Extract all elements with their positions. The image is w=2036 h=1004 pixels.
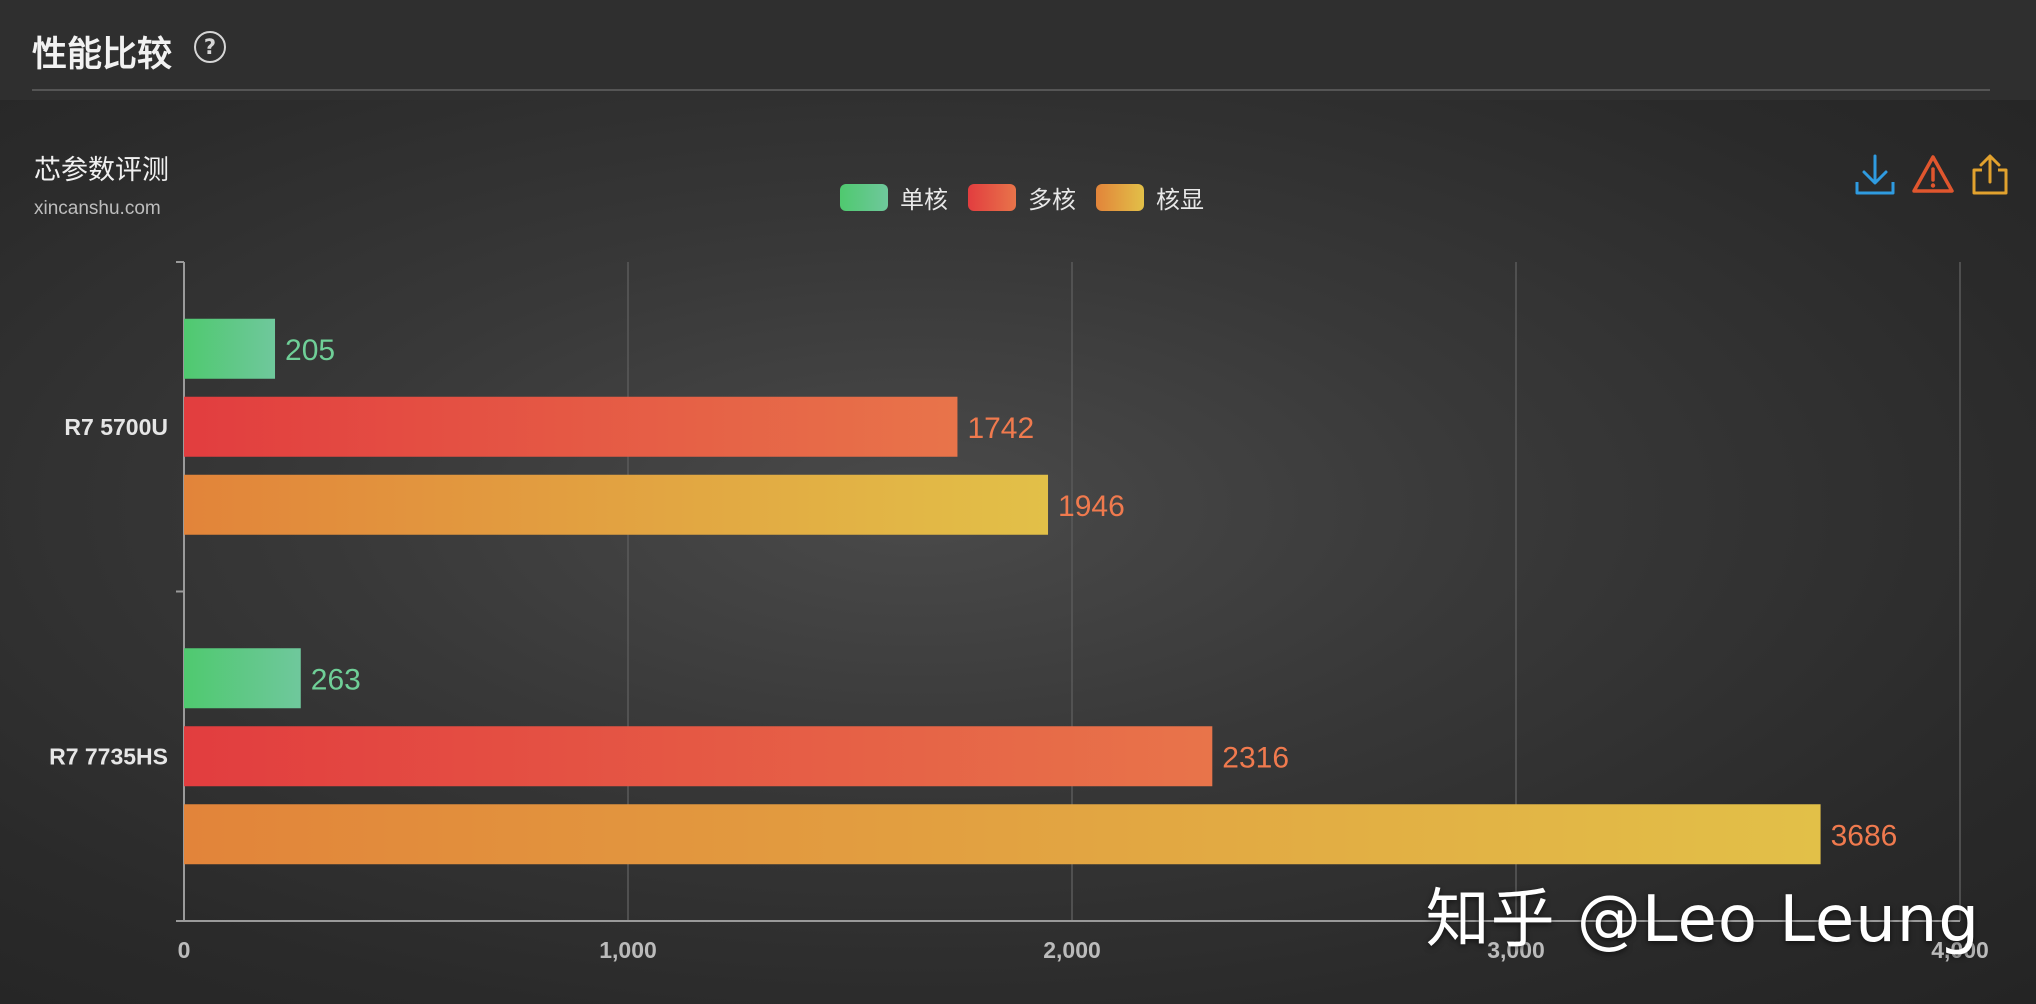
question-circle-icon[interactable]: ? — [194, 31, 226, 63]
legend-item-igpu[interactable]: 核显 — [1096, 180, 1204, 215]
legend-item-single-core[interactable]: 单核 — [840, 180, 948, 215]
data-label: 1742 — [967, 412, 1034, 445]
brand-name: 芯参数评测 — [34, 155, 169, 186]
x-tick-label: 0 — [178, 937, 191, 963]
page-title: 性能比较 — [32, 35, 173, 75]
chart-legend: 单核 多核 核显 — [840, 180, 1224, 215]
x-tick-label: 4,000 — [1931, 937, 1989, 963]
download-icon[interactable] — [1852, 152, 1898, 198]
data-label: 205 — [285, 334, 335, 367]
legend-swatch-single-core — [840, 184, 888, 211]
data-label: 1946 — [1058, 490, 1125, 523]
data-label: 2316 — [1222, 741, 1289, 774]
card-header: 性能比较 ? — [0, 0, 2036, 100]
legend-label-igpu: 核显 — [1156, 186, 1204, 214]
bar[interactable] — [184, 804, 1821, 865]
legend-label-multi-core: 多核 — [1028, 186, 1076, 214]
legend-item-multi-core[interactable]: 多核 — [968, 180, 1076, 215]
bar[interactable] — [184, 318, 276, 379]
bar[interactable] — [184, 648, 301, 709]
legend-label-single-core: 单核 — [900, 186, 948, 214]
x-tick-label: 3,000 — [1487, 937, 1545, 963]
legend-swatch-igpu — [1096, 184, 1144, 211]
brand-url: xincanshu.com — [34, 198, 161, 219]
bar[interactable] — [184, 474, 1049, 535]
legend-swatch-multi-core — [968, 184, 1016, 211]
bar[interactable] — [184, 726, 1213, 787]
bar[interactable] — [184, 396, 958, 457]
header-divider — [32, 89, 1990, 91]
x-tick-label: 1,000 — [599, 937, 657, 963]
data-label: 263 — [311, 663, 361, 696]
x-tick-label: 2,000 — [1043, 937, 1101, 963]
share-icon[interactable] — [1967, 152, 2013, 198]
warning-triangle-icon[interactable] — [1910, 152, 1956, 198]
category-label: R7 5700U — [64, 414, 168, 440]
data-label: 3686 — [1831, 819, 1898, 852]
watermark-text: 知乎 @Leo Leung — [1425, 883, 1980, 957]
category-label: R7 7735HS — [49, 743, 168, 769]
